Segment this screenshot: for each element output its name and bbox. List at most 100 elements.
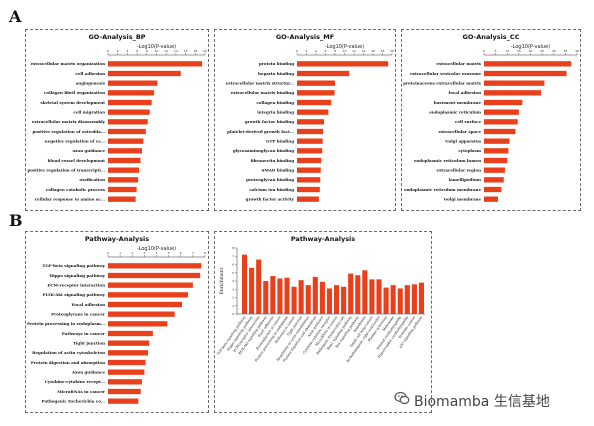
bar (108, 186, 137, 193)
category-label: ECM-receptor interaction (47, 282, 105, 287)
x-tick-label: 35 (563, 49, 567, 53)
x-tick-label: 4 (156, 251, 158, 255)
category-label: proteinaceous extracellular matrix (403, 80, 482, 85)
category-label: integrin binding (257, 109, 294, 114)
y-tick-label: 1 (232, 304, 234, 308)
x-tick-label: 4 (126, 49, 128, 53)
bar (390, 285, 396, 314)
x-tick-label: 30 (552, 49, 556, 53)
chart-title: GO-Analysis_CC (462, 33, 520, 41)
category-label: Protein processing in endoplasm... (27, 321, 106, 326)
bar (484, 177, 504, 183)
bar (362, 270, 368, 314)
bar (297, 196, 319, 202)
bar (108, 70, 181, 77)
x-tick-label: 10 (155, 49, 159, 53)
y-tick-label: 5 (232, 271, 234, 275)
category-label: TGF-beta signaling pathway (42, 263, 105, 268)
category-label: Axon guidance (71, 369, 105, 374)
bar (297, 80, 335, 86)
x-tick-label: 2 (117, 49, 119, 53)
bar (256, 259, 262, 314)
category-label: proteoglycan binding (246, 177, 294, 182)
x-tick-label: 4 (315, 49, 317, 53)
bar (418, 282, 425, 314)
chart-svg: -Log10(P-value) 0 5 10 15 20 25 30 35 40 extracell… (403, 44, 579, 202)
category-label: positive regulation of osteobla... (32, 129, 105, 134)
bar (108, 157, 141, 164)
bar (108, 119, 148, 125)
bar (108, 311, 175, 317)
category-label: skeletal system development (40, 100, 105, 105)
y-tick-label: 2 (232, 296, 234, 300)
category-label: lamellipodium (449, 177, 482, 182)
bar (108, 61, 203, 67)
x-tick-label: 40 (575, 49, 579, 53)
bar (108, 379, 142, 385)
bar (108, 196, 136, 202)
y-tick-label: 0 (232, 312, 234, 316)
bar (108, 398, 139, 404)
x-axis-label: -Log10(P-value) (325, 44, 364, 50)
bar (108, 138, 144, 144)
category-label: Hippo signaling pathway (49, 273, 105, 278)
category-label: cell adhesion (75, 71, 105, 76)
x-tick-label: 10 (505, 49, 509, 53)
bar (369, 279, 375, 314)
bar (297, 90, 335, 96)
bar (297, 138, 323, 144)
bar (326, 288, 333, 314)
category-label: angiogenesis (76, 80, 106, 85)
x-tick-label: 18 (193, 49, 197, 53)
x-tick-label: 14 (362, 49, 366, 53)
category-label: Protein digestion and absorption (31, 360, 105, 365)
category-label: glycosaminoglycan binding (233, 148, 294, 153)
x-tick-label: 20 (203, 49, 207, 53)
bar (297, 128, 324, 135)
category-label: cytoplasm (458, 148, 481, 153)
bar (108, 282, 193, 288)
bar (397, 288, 403, 314)
x-tick-label: 10 (343, 49, 347, 53)
category-label: endoplasmic reticulum lumen (414, 158, 481, 163)
bar (297, 177, 321, 183)
x-tick-label: 16 (371, 49, 375, 53)
category-label: negative regulation of ce... (45, 138, 106, 143)
chart-svg: -Log10(P-value) 0 1 2 3 4 5 6 7 8 TGF-beta signali… (27, 246, 206, 404)
x-tick-label: 1 (119, 251, 121, 255)
x-tick-label: 5 (495, 49, 497, 53)
bar (108, 90, 155, 96)
bar (108, 80, 158, 86)
bar (484, 167, 505, 173)
category-label: collagen fibril organization (44, 90, 105, 95)
bar (355, 275, 361, 314)
category-label: cellular response to amino ac... (35, 196, 106, 201)
category-label: heparin binding (258, 71, 294, 76)
bar (333, 285, 340, 314)
bar (484, 138, 510, 144)
bar (241, 254, 248, 314)
bar (484, 80, 545, 86)
bar (484, 70, 567, 77)
category-label: fibronectin binding (251, 158, 294, 163)
category-label: endoplasmic reticulum (429, 109, 481, 114)
bar (270, 276, 276, 314)
category-label: extracellular matrix structur... (226, 80, 295, 85)
bar (484, 119, 518, 125)
bar (297, 157, 322, 164)
category-label: collagen binding (256, 100, 294, 105)
bar (404, 285, 410, 314)
x-tick-label: 6 (136, 49, 138, 53)
x-axis-label: -Log10(P-value) (137, 246, 176, 252)
bar (484, 128, 516, 135)
bar (484, 109, 519, 115)
bar (297, 186, 320, 193)
category-label: SMAD binding (261, 167, 294, 172)
category-label: ossification (79, 177, 105, 182)
bar (297, 148, 323, 154)
x-tick-label: 2 (306, 49, 308, 53)
x-tick-label: 20 (390, 49, 394, 53)
bar (277, 278, 283, 314)
category-label: extracellular region (436, 167, 481, 172)
bar (297, 167, 321, 173)
